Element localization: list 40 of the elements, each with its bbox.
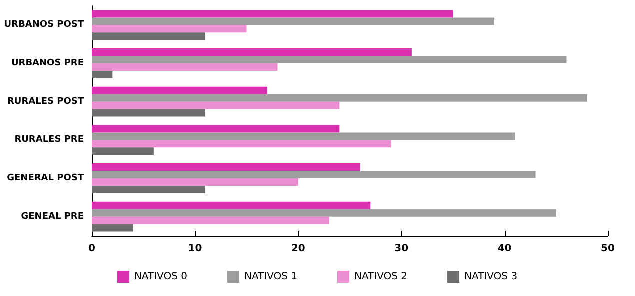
bar: [92, 125, 340, 133]
bar: [92, 25, 247, 33]
bar: [92, 18, 494, 26]
x-tick-label: 40: [498, 244, 512, 254]
legend-label: NATIVOS 1: [244, 272, 298, 282]
bar: [92, 70, 113, 78]
x-tick-label: 10: [188, 244, 202, 254]
y-tick-label: GENEAL PRE: [21, 212, 84, 222]
bar: [92, 178, 298, 186]
bar: [92, 171, 536, 178]
bar: [92, 202, 371, 210]
bar: [92, 102, 340, 110]
bar: [92, 56, 567, 64]
bar: [92, 94, 588, 102]
y-tick-label: RURALES POST: [8, 96, 85, 107]
x-tick-label: 0: [88, 244, 96, 254]
bar: [92, 140, 392, 148]
y-tick-label: RURALES PRE: [14, 135, 84, 146]
y-tick-label: URBANOS POST: [4, 20, 85, 30]
x-tick-label: 20: [291, 244, 306, 254]
bar: [92, 186, 206, 194]
bar: [92, 209, 556, 217]
bar: [92, 32, 206, 40]
bar: [92, 64, 278, 71]
legend-label: NATIVOS 0: [134, 272, 188, 282]
legend-label: NATIVOS 3: [464, 272, 518, 282]
bar: [92, 48, 412, 56]
bar: [92, 86, 268, 94]
x-tick-label: 50: [601, 244, 615, 254]
bar: [92, 132, 516, 140]
y-tick-label: URBANOS PRE: [11, 58, 84, 68]
bar: [92, 148, 154, 156]
bar: [92, 164, 360, 172]
x-tick-label: 30: [394, 244, 409, 254]
legend-label: NATIVOS 2: [354, 272, 408, 282]
bar: [92, 10, 454, 18]
bar: [92, 216, 330, 224]
y-tick-label: GENERAL POST: [7, 174, 85, 184]
bar: [92, 109, 206, 117]
bar: [92, 224, 134, 232]
